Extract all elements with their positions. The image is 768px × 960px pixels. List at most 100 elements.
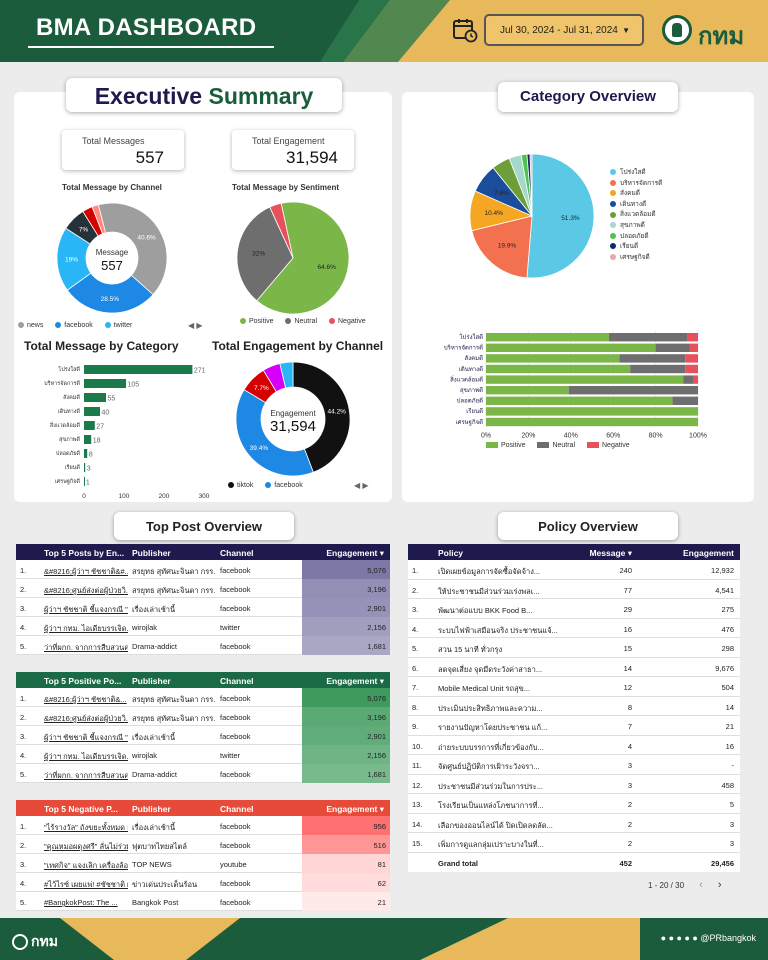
kpi-total-engagement: Total Engagement 31,594 xyxy=(232,130,354,170)
post-link[interactable]: "เทศกิจ" แจงเลิก เครื่องล้อยา... xyxy=(44,861,128,870)
social-handle[interactable]: @PRbangkok xyxy=(700,933,756,943)
table-row[interactable]: 9. รายงานปัญหาโดยประชาชน แก้... 7 21 xyxy=(408,716,740,736)
table-row[interactable]: 13. โรงเรียนเป็นแหล่งโภชนาการที่... 2 5 xyxy=(408,794,740,814)
column-header[interactable]: Message ▾ xyxy=(589,548,632,558)
channel: facebook xyxy=(220,770,251,779)
table-row[interactable]: 1. &#8216;ผู้ว่าฯ ชัชชาติ&... สรยุทธ สุทัศ… xyxy=(16,688,390,707)
table-row[interactable]: 3. ผู้ว่าฯ ชัชชาติ ชี้แจงกรณี "ส... เรื่อง… xyxy=(16,598,390,617)
table-row[interactable]: 5. สวน 15 นาที ทั่วกรุง 15 298 xyxy=(408,638,740,658)
post-link[interactable]: &#8216;ศูนย์ส่งต่อผู้ป่วยวิ... xyxy=(44,714,128,723)
table-row[interactable]: 5. ว่าที่ผกก. จากการสืบสวนคน... Drama-addi… xyxy=(16,636,390,655)
post-link[interactable]: ว่าที่ผกก. จากการสืบสวนคน... xyxy=(44,771,128,780)
table-row[interactable]: 12. ประชาชนมีส่วนร่วมในการประ... 3 458 xyxy=(408,774,740,794)
bma-seal-icon xyxy=(662,15,692,45)
column-header[interactable]: Channel xyxy=(220,676,254,686)
legend-item: เศรษฐกิจดี xyxy=(610,253,662,264)
table-row[interactable]: 14. เลือกของออนไลน์ได้ ปิดเปิดลดลัด... 2 3 xyxy=(408,813,740,833)
column-header[interactable]: Engagement ▾ xyxy=(302,672,390,688)
column-header[interactable]: Publisher xyxy=(132,804,171,814)
post-link[interactable]: #BangkokPost: The ... xyxy=(44,898,118,907)
column-header[interactable]: Channel xyxy=(220,804,254,814)
column-header[interactable]: Top 5 Positive Po... xyxy=(44,676,122,686)
post-link[interactable]: #ไว้ไรซ์ เผยแพ่! #ชัชชาติ ผู้ว่... xyxy=(44,880,128,889)
slice-label: 39.4% xyxy=(250,445,269,452)
row-number: 4. xyxy=(412,624,419,634)
table-row[interactable]: 1. &#8216;ผู้ว่าฯ ชัชชาติ&#... สรยุทธ สุทั… xyxy=(16,560,390,579)
social-icons[interactable]: ● ● ● ● ● xyxy=(660,933,701,943)
legend-label: Positive xyxy=(501,442,526,449)
date-range-picker[interactable]: Jul 30, 2024 - Jul 31, 2024 ▼ xyxy=(484,14,644,46)
engagement-value: 4,541 xyxy=(715,585,734,595)
tick-label: 100% xyxy=(689,432,707,439)
legend-pager-arrows[interactable]: ◀ ▶ xyxy=(354,481,369,490)
table-row[interactable]: 2. "คุณหมอผดุงศรี" ลั่นไม่ร่วม... ฟุตบาทไท… xyxy=(16,835,390,854)
table-row[interactable]: 3. พัฒนาต่อแบบ BKK Food B... 29 275 xyxy=(408,599,740,619)
column-header[interactable]: Engagement xyxy=(682,548,734,558)
table-row[interactable]: 7. Mobile Medical Unit รถสุข... 12 504 xyxy=(408,677,740,697)
row-number: 3. xyxy=(20,604,27,613)
chart-title-engagement-channel: Total Engagement by Channel xyxy=(212,339,384,353)
column-header[interactable]: Channel xyxy=(220,548,254,558)
post-link[interactable]: ว่าที่ผกก. จากการสืบสวนคน... xyxy=(44,643,128,652)
table-row[interactable]: 4. #ไว้ไรซ์ เผยแพ่! #ชัชชาติ ผู้ว่... ข่าว… xyxy=(16,873,390,892)
row-number: 9. xyxy=(412,722,419,731)
table-row[interactable]: 1. เปิดเผยข้อมูลการจัดซื้อจัดจ้าง... 240 12… xyxy=(408,560,740,580)
legend-swatch xyxy=(537,442,550,449)
stack-segment-positive xyxy=(486,407,698,416)
table-row[interactable]: 2. &#8216;ศูนย์ส่งต่อผู้ป่วยวิ... สรยุทธ ส… xyxy=(16,579,390,598)
post-link[interactable]: ผู้ว่าฯ ชัชชาติ ชี้แจงกรณี "... xyxy=(44,733,128,742)
table-row[interactable]: 6. ลดจุดเสี่ยง จุดมืดระวังค่าสาธา... 14 9,6… xyxy=(408,657,740,677)
header-green-band xyxy=(0,0,390,62)
column-header[interactable]: Publisher xyxy=(132,676,171,686)
table-row[interactable]: 8. ประเมินประสิทธิภาพและความ... 8 14 xyxy=(408,696,740,716)
table-row[interactable]: 5. ว่าที่ผกก. จากการสืบสวนคน... Drama-addi… xyxy=(16,764,390,783)
table-row[interactable]: 4. ผู้ว่าฯ กทม. ไอเดียบรรเจิด... wirojlak t… xyxy=(16,617,390,636)
post-link[interactable]: "คุณหมอผดุงศรี" ลั่นไม่ร่วม... xyxy=(44,842,128,851)
bar-4 xyxy=(84,421,95,430)
table-row[interactable]: 2. &#8216;ศูนย์ส่งต่อผู้ป่วยวิ... สรยุทธ ส… xyxy=(16,707,390,726)
post-link[interactable]: "ไร้รางวัล" ถังขยะทั้งหมด สต.ทั้ง... xyxy=(44,823,128,832)
tick-label: 0 xyxy=(82,493,86,500)
stack-segment-positive xyxy=(486,354,620,363)
row-number: 3. xyxy=(20,860,27,869)
calendar-icon[interactable] xyxy=(452,17,478,43)
column-header[interactable]: Publisher xyxy=(132,548,171,558)
post-link[interactable]: ผู้ว่าฯ กทม. ไอเดียบรรเจิด... xyxy=(44,624,128,633)
table-row[interactable]: 1. "ไร้รางวัล" ถังขยะทั้งหมด สต.ทั้ง... เร… xyxy=(16,816,390,835)
table-row[interactable]: 2. ให้ประชาชนมีส่วนร่วมเร่งพลเ... 77 4,541 xyxy=(408,579,740,599)
post-link[interactable]: &#8216;ผู้ว่าฯ ชัชชาติ&#... xyxy=(44,567,128,576)
table-row[interactable]: 3. "เทศกิจ" แจงเลิก เครื่องล้อยา... TOP NE… xyxy=(16,854,390,873)
footer-gold-band xyxy=(420,918,640,960)
chevron-right-icon[interactable]: › xyxy=(714,878,722,891)
publisher: ข่าวเด่นประเด็นร้อน xyxy=(132,880,198,889)
column-header[interactable]: Top 5 Negative P... xyxy=(44,804,118,814)
column-header[interactable]: Engagement ▾ xyxy=(302,800,390,816)
table-row[interactable]: 10. ถ่ายระบบบรรการที่เกี่ยวข้องกับ... 4 16 xyxy=(408,735,740,755)
engagement-value: 62 xyxy=(302,873,390,892)
stack-segment-positive xyxy=(486,417,698,427)
table-row[interactable]: 4. ผู้ว่าฯ กทม. ไอเดียบรรเจิด... wirojlak t… xyxy=(16,745,390,764)
post-link[interactable]: &#8216;ผู้ว่าฯ ชัชชาติ&... xyxy=(44,695,127,704)
legend-dot xyxy=(610,222,616,229)
column-header[interactable]: Policy xyxy=(438,548,464,558)
table-row[interactable]: 4. ระบบไฟฟ้าเสมือนจริง ประชาชนแจ้... 16 476 xyxy=(408,618,740,638)
social-links[interactable]: ● ● ● ● ● @PRbangkok xyxy=(661,933,756,943)
column-header[interactable]: Engagement ▾ xyxy=(302,544,390,560)
post-link[interactable]: ผู้ว่าฯ ชัชชาติ ชี้แจงกรณี "ส... xyxy=(44,605,128,614)
stack-segment-neutral xyxy=(683,375,694,384)
post-link[interactable]: ผู้ว่าฯ กทม. ไอเดียบรรเจิด... xyxy=(44,752,128,761)
policy-name: เปิดเผยข้อมูลการจัดซื้อจัดจ้าง... xyxy=(438,567,541,576)
post-link[interactable]: &#8216;ศูนย์ส่งต่อผู้ป่วยวิ... xyxy=(44,586,128,595)
column-header[interactable]: Top 5 Posts by En... xyxy=(44,548,125,558)
category-label: บริหารจัดการดี xyxy=(44,380,80,387)
legend-dot xyxy=(104,322,111,329)
legend-pager-arrows[interactable]: ◀ ▶ xyxy=(188,321,203,330)
table-row[interactable]: 15. เพิ่มการดูแลกลุ่มเปราะบางในที่... 2 3 xyxy=(408,833,740,853)
table-row[interactable]: 11. จัดศูนย์ปฏิบัติการเฝ้าระวังจรา... 3 - xyxy=(408,755,740,775)
chevron-left-icon[interactable]: ‹ xyxy=(696,878,703,891)
slice-label: 51.3% xyxy=(561,215,580,222)
publisher: ฟุตบาทไทยสไตล์ xyxy=(132,842,188,851)
table-row[interactable]: 3. ผู้ว่าฯ ชัชชาติ ชี้แจงกรณี "... เรื่องเ… xyxy=(16,726,390,745)
table-row[interactable]: 5. #BangkokPost: The ... Bangkok Post faceb… xyxy=(16,892,390,911)
tick-label: 200 xyxy=(159,493,170,500)
